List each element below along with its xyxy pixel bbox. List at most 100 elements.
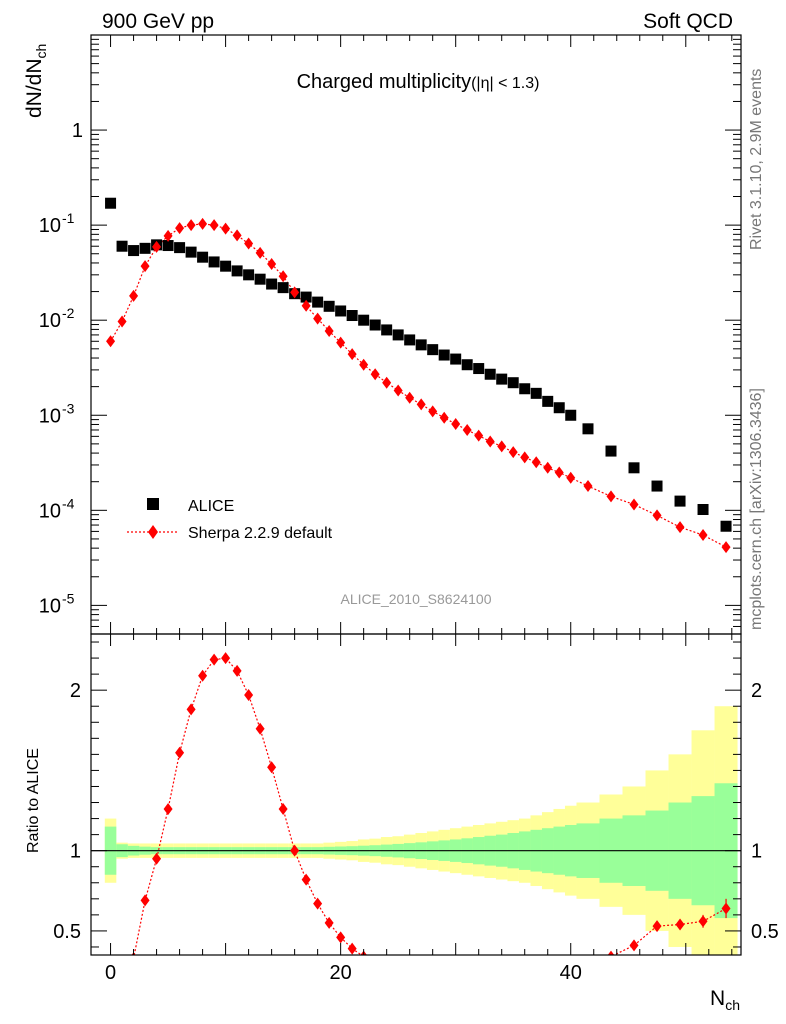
alice-point: [651, 480, 663, 492]
alice-point: [628, 462, 640, 474]
y-axis-label-sub: ch: [33, 44, 49, 59]
ratio-point: [474, 973, 483, 985]
ratio-point: [221, 652, 231, 665]
y-axis-label-main: dN/dN: [23, 58, 46, 118]
ratio-y-tick-label-right: 2: [751, 680, 762, 702]
header-right: Soft QCD: [643, 10, 733, 33]
analysis-tag: ALICE_2010_S8624100: [340, 591, 491, 607]
chart-title: Charged multiplicity(|η| < 1.3): [297, 71, 540, 93]
ratio-point: [313, 897, 323, 910]
sherpa-point: [462, 423, 472, 436]
ratio-point: [347, 942, 357, 955]
sherpa-point: [255, 246, 265, 259]
ratio-point: [290, 844, 300, 857]
ratio-point: [106, 1000, 115, 1012]
x-axis-label-main: N: [710, 987, 725, 1010]
ratio-point: [607, 950, 615, 955]
sherpa-point: [117, 315, 127, 328]
ratio-point: [209, 653, 219, 666]
sherpa-point: [221, 222, 231, 235]
alice-point: [438, 349, 450, 361]
ratio-point: [486, 973, 495, 985]
ratio-point: [394, 963, 403, 975]
sherpa-point: [313, 312, 323, 325]
sherpa-point: [152, 240, 162, 253]
alice-point: [185, 246, 197, 258]
alice-point: [565, 409, 577, 421]
ratio-point: [301, 873, 311, 886]
ratio-point: [267, 761, 277, 774]
ratio-point: [428, 970, 437, 982]
alice-point: [697, 504, 709, 516]
sherpa-point: [370, 368, 380, 381]
rivet-version-label: Rivet 3.1.10, 2.9M events: [748, 69, 765, 250]
sherpa-point: [508, 446, 518, 459]
sherpa-point: [652, 509, 662, 522]
alice-point: [346, 310, 358, 322]
legend-alice-label: ALICE: [188, 498, 234, 515]
ratio-y-tick-label: 0.5: [53, 921, 81, 943]
sherpa-point: [359, 358, 369, 371]
main-panel: [105, 197, 732, 554]
alice-point: [381, 324, 393, 336]
y-tick-exponent: -3: [62, 400, 75, 416]
y-tick-label: 10: [39, 215, 61, 237]
sherpa-point: [405, 391, 415, 404]
y-tick-label: 1: [72, 120, 83, 142]
ratio-point: [451, 971, 460, 983]
sherpa-point: [531, 456, 541, 469]
alice-point: [105, 197, 117, 209]
sherpa-point: [382, 376, 392, 389]
sherpa-point: [336, 336, 346, 349]
alice-point: [404, 334, 416, 346]
x-axis-label-sub: ch: [725, 997, 740, 1013]
ratio-point: [417, 967, 426, 979]
ratio-point: [118, 979, 127, 991]
y-tick-exponent: -2: [62, 305, 75, 321]
ratio-point: [509, 975, 518, 987]
y-tick-label: 10: [39, 310, 61, 332]
sherpa-point: [175, 222, 185, 235]
main-frame: [90, 34, 742, 635]
ratio-point: [336, 931, 346, 944]
y-tick-exponent: -4: [62, 495, 75, 511]
ratio-point: [652, 920, 662, 933]
alice-point: [415, 339, 427, 351]
alice-point: [507, 377, 519, 389]
sherpa-point: [129, 289, 139, 302]
ratio-point: [520, 975, 529, 987]
alice-point: [254, 273, 266, 285]
ratio-point: [532, 975, 541, 987]
y-tick-label: 10: [39, 405, 61, 427]
y-tick-exponent: -5: [62, 590, 75, 606]
alice-point: [220, 260, 232, 272]
sherpa-point: [106, 335, 116, 348]
ratio-point: [405, 965, 414, 977]
sherpa-point: [554, 466, 564, 479]
alice-point: [553, 402, 565, 414]
alice-point: [312, 296, 324, 308]
x-tick-label: 40: [560, 962, 582, 984]
sherpa-point: [290, 286, 300, 299]
ratio-point: [463, 973, 472, 985]
sherpa-point: [198, 217, 208, 230]
ratio-point: [232, 664, 242, 677]
ratio-point: [198, 669, 208, 682]
alice-point: [128, 245, 140, 257]
ratio-point: [543, 973, 552, 985]
ratio-point: [244, 688, 254, 701]
sherpa-point: [497, 440, 507, 453]
sherpa-point: [485, 435, 495, 448]
legend-sherpa-marker: [148, 525, 158, 539]
legend-sherpa-label: Sherpa 2.2.9 default: [188, 525, 333, 542]
sherpa-point: [566, 471, 576, 484]
sherpa-point: [451, 417, 461, 430]
alice-point: [530, 387, 542, 399]
alice-point: [231, 265, 243, 277]
sherpa-point: [520, 451, 530, 464]
sherpa-point: [209, 219, 219, 232]
alice-point: [461, 359, 473, 371]
alice-point: [197, 251, 209, 263]
sherpa-point: [278, 270, 288, 283]
